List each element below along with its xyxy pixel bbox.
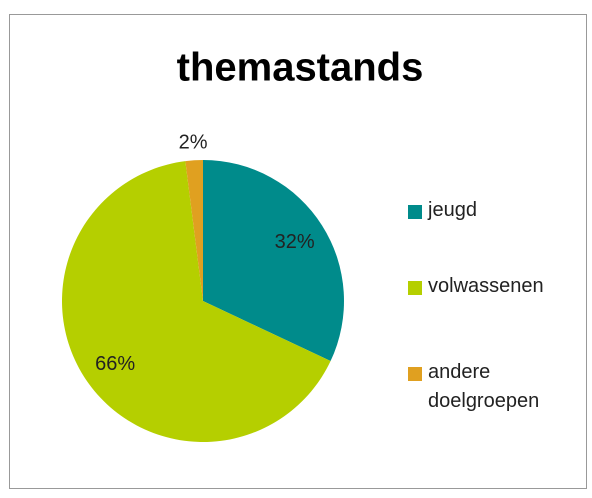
legend-swatch <box>408 367 422 381</box>
data-label: 2% <box>179 132 208 154</box>
legend-item: andere doelgroepen <box>408 361 578 416</box>
data-label: 32% <box>275 231 315 253</box>
pie-slice <box>185 160 203 301</box>
legend-swatch <box>408 281 422 295</box>
chart-title: themastands <box>177 46 424 90</box>
legend-label: volwassenen <box>428 275 544 297</box>
pie-slice <box>61 161 331 443</box>
legend-swatch <box>408 205 422 219</box>
legend-label: andere doelgroepen <box>428 361 540 412</box>
legend-item: volwassenen <box>408 275 578 301</box>
pie-slice <box>203 160 344 362</box>
data-label: 66% <box>95 353 135 375</box>
legend-item: jeugd <box>408 199 578 225</box>
legend-label: jeugd <box>428 199 477 221</box>
